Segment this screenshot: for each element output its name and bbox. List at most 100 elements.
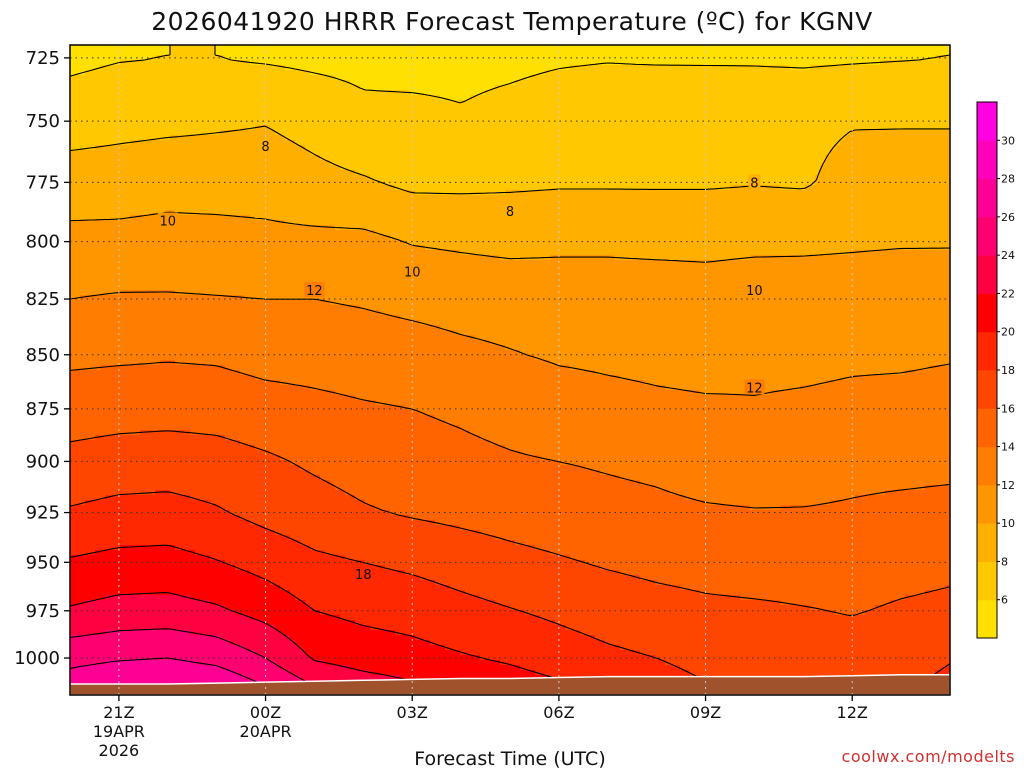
field-cell (800, 385, 950, 391)
field-cell (570, 555, 950, 561)
field-cell (280, 380, 646, 386)
field-cell (70, 220, 286, 226)
field-cell (640, 650, 950, 656)
field-cell (70, 380, 281, 386)
field-cell (225, 55, 936, 61)
colorbar-label: 12 (1001, 479, 1015, 492)
colorbar-swatch (977, 102, 997, 141)
field-cell (430, 640, 606, 646)
colorbar-label: 22 (1001, 287, 1015, 300)
field-cell (550, 550, 950, 556)
field-cell (480, 530, 950, 536)
field-cell (70, 250, 461, 256)
field-cell (375, 505, 751, 511)
field-cell (85, 600, 211, 606)
field-cell (70, 335, 476, 341)
watermark: coolwx.com/modelts (842, 747, 1015, 766)
field-cell (70, 635, 221, 641)
field-cell (70, 470, 311, 476)
field-cell (355, 620, 556, 626)
field-cell (480, 655, 656, 661)
field-cell (520, 665, 681, 671)
field-cell (865, 610, 950, 616)
field-cell (515, 540, 950, 546)
field-cell (840, 140, 950, 146)
field-cell (70, 530, 276, 536)
colorbar-swatch (977, 140, 997, 180)
field-cell (705, 500, 831, 506)
field-cell (340, 615, 541, 621)
field-cell (335, 225, 950, 231)
field-cell (300, 675, 401, 681)
field-cell (330, 160, 826, 166)
field-cell (770, 390, 950, 396)
field-cell (70, 310, 381, 316)
field-cell (190, 495, 356, 501)
field-cell (290, 670, 371, 676)
field-cell (70, 70, 86, 76)
field-cell (850, 250, 950, 256)
field-cell (70, 325, 441, 331)
field-cell (70, 245, 426, 251)
field-cell (230, 510, 391, 516)
field-cell (70, 660, 106, 666)
field-cell (235, 565, 386, 571)
field-cell (75, 665, 221, 671)
field-cell (620, 475, 950, 481)
field-cell (550, 255, 616, 261)
field-cell (70, 115, 950, 121)
field-cell (70, 280, 950, 286)
field-cell (70, 330, 456, 336)
field-cell (70, 495, 106, 501)
field-cell (560, 460, 950, 466)
field-cell (120, 60, 251, 66)
y-tick-label: 1000 (14, 648, 60, 669)
field-cell (70, 680, 261, 686)
field-cell (70, 535, 291, 541)
isotherm-18 (70, 491, 950, 695)
field-cell (310, 605, 511, 611)
field-cell (220, 665, 281, 671)
field-cell (255, 445, 506, 451)
field-cell (70, 370, 241, 376)
field-cell (670, 490, 886, 496)
field-cell (470, 430, 950, 436)
contour-label: 8 (750, 176, 758, 191)
field-cell (665, 660, 950, 666)
field-cell (155, 55, 226, 61)
field-cell (495, 85, 950, 91)
field-cell (70, 375, 256, 381)
field-cell (300, 645, 446, 651)
x-tick-label: 00Z (250, 703, 281, 722)
field-cell (70, 485, 336, 491)
field-cell (245, 295, 950, 301)
field-cell (70, 555, 211, 561)
field-cell (825, 160, 950, 166)
field-cell (70, 240, 406, 246)
field-cell (440, 95, 471, 101)
field-cell (380, 310, 950, 316)
field-cell (70, 90, 411, 96)
field-cell (335, 485, 656, 491)
field-cell (535, 545, 950, 551)
field-cell (70, 135, 171, 141)
field-cell (375, 230, 950, 236)
field-cell (930, 365, 950, 371)
field-cell (740, 595, 906, 601)
field-cell (270, 125, 950, 131)
isotherm-24 (70, 628, 316, 695)
field-cell (460, 250, 851, 256)
contour-label-bg (259, 137, 272, 153)
field-cell (550, 360, 950, 366)
field-cell (440, 325, 950, 331)
field-cell (400, 315, 950, 321)
y-tick-label: 950 (26, 552, 60, 573)
field-cell (600, 565, 950, 571)
field-cell (170, 490, 346, 496)
field-cell (890, 600, 950, 606)
field-cell (345, 555, 571, 561)
field-cell (70, 110, 950, 116)
field-cell (425, 245, 950, 251)
field-cell (120, 545, 176, 551)
